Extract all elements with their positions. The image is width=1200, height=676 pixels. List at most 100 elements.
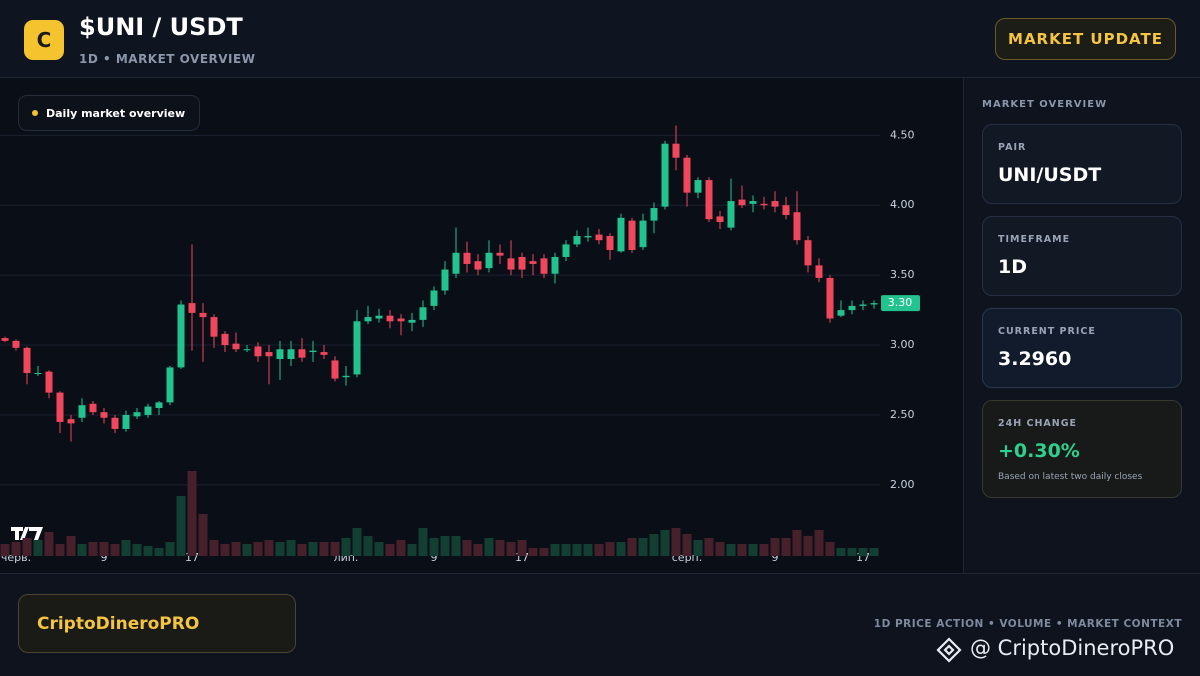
volume-bar xyxy=(748,544,758,556)
candle-body xyxy=(518,256,526,270)
volume-bar xyxy=(506,542,516,556)
candle-body xyxy=(287,349,295,360)
candle-body xyxy=(639,220,647,248)
volume-bar xyxy=(649,534,659,556)
candle-body xyxy=(562,244,570,257)
candle-body xyxy=(408,319,416,323)
candle-body xyxy=(694,180,702,193)
candle-body xyxy=(848,305,856,311)
volume-bar xyxy=(0,544,10,556)
price-card: CURRENT PRICE 3.2960 xyxy=(982,308,1182,388)
last-price-label: 3.30 xyxy=(888,296,913,309)
tv-logo xyxy=(11,527,43,540)
candle-body xyxy=(221,333,229,346)
volume-bar xyxy=(110,544,120,556)
subtitle: 1D • MARKET OVERVIEW xyxy=(79,52,256,66)
volume-bar xyxy=(781,538,791,556)
candle-body xyxy=(177,304,185,368)
volume-bar xyxy=(231,542,241,556)
y-tick-label: 3.00 xyxy=(890,338,915,351)
candle-body xyxy=(826,277,834,319)
candle-body xyxy=(606,235,614,250)
candle-body xyxy=(837,310,845,316)
y-tick-label: 3.50 xyxy=(890,268,915,281)
candle-body xyxy=(529,261,537,264)
volume-bar xyxy=(484,538,494,556)
volume-bar xyxy=(341,538,351,556)
volume-bar xyxy=(847,548,857,556)
volume-bar xyxy=(440,536,450,556)
card-value: +0.30% xyxy=(998,440,1080,462)
volume-bar xyxy=(88,542,98,556)
candle-body xyxy=(793,212,801,241)
volume-bar xyxy=(253,542,263,556)
volume-bar xyxy=(286,540,296,556)
volume-bar xyxy=(572,544,582,556)
volume-bar xyxy=(704,538,714,556)
volume-bar xyxy=(517,540,527,556)
volume-bar xyxy=(792,530,802,556)
x-tick-label: 9 xyxy=(101,551,108,564)
candle-body xyxy=(1,338,9,341)
volume-bar xyxy=(726,544,736,556)
volume-bar xyxy=(209,540,219,556)
candle-body xyxy=(584,235,592,238)
candle-body xyxy=(804,240,812,266)
volume-bar xyxy=(154,548,164,556)
y-tick-label: 2.50 xyxy=(890,408,915,421)
badge-label: Daily market overview xyxy=(46,106,186,120)
x-tick-label: лип. xyxy=(334,551,359,564)
volume-bar xyxy=(715,542,725,556)
candle-body xyxy=(67,419,75,424)
candle-body xyxy=(342,375,350,378)
sidebar-title: MARKET OVERVIEW xyxy=(982,99,1108,110)
candle-body xyxy=(683,157,691,193)
change-card: 24H CHANGE +0.30% Based on latest two da… xyxy=(982,400,1182,498)
volume-bar xyxy=(198,514,208,556)
watermark: @ CriptoDineroPRO xyxy=(970,636,1175,660)
candle-body xyxy=(166,367,174,403)
candle-body xyxy=(815,265,823,278)
candle-body xyxy=(12,340,20,348)
candle-body xyxy=(243,349,251,351)
candle-body xyxy=(276,349,284,360)
volume-bar xyxy=(473,544,483,556)
market-update-button[interactable]: MARKET UPDATE xyxy=(995,18,1176,60)
x-tick-label: 9 xyxy=(772,551,779,564)
volume-bar xyxy=(165,542,175,556)
candle-body xyxy=(705,180,713,220)
candle-body xyxy=(782,205,790,216)
candle-body xyxy=(551,256,559,274)
volume-bar xyxy=(22,538,32,556)
candle-body xyxy=(320,352,328,355)
timeframe-card: TIMEFRAME 1D xyxy=(982,216,1182,296)
volume-bar xyxy=(363,536,373,556)
volume-bar xyxy=(462,540,472,556)
badge-dot xyxy=(32,110,38,116)
candle-body xyxy=(155,402,163,408)
candle-body xyxy=(199,312,207,318)
volume-bar xyxy=(605,542,615,556)
volume-bar xyxy=(451,536,461,556)
candle-body xyxy=(122,414,130,429)
volume-bar xyxy=(759,544,769,556)
volume-bar xyxy=(121,540,131,556)
card-label: TIMEFRAME xyxy=(998,234,1071,245)
candle-body xyxy=(45,371,53,393)
candle-body xyxy=(89,403,97,413)
candle-body xyxy=(628,220,636,250)
candle-body xyxy=(375,315,383,319)
y-tick-label: 4.50 xyxy=(890,128,915,141)
volume-bar xyxy=(550,544,560,556)
candle-body xyxy=(210,317,218,337)
candle-body xyxy=(452,252,460,274)
volume-bar xyxy=(770,538,780,556)
chart-area xyxy=(0,78,964,573)
logo: C xyxy=(24,20,64,60)
volume-bar xyxy=(132,544,142,556)
volume-bar xyxy=(275,542,285,556)
candle-body xyxy=(617,217,625,252)
volume-bar xyxy=(561,544,571,556)
candle-body xyxy=(672,143,680,158)
